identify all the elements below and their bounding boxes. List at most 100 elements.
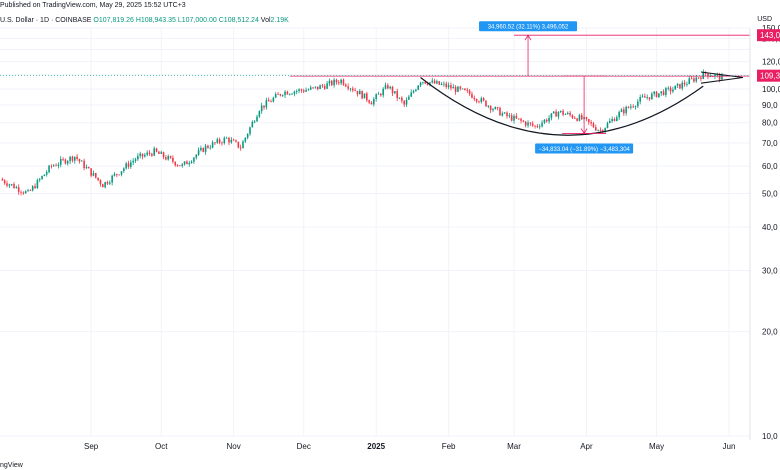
candle-body <box>52 165 55 167</box>
candle-body <box>359 90 361 95</box>
candle-body <box>573 117 576 119</box>
candle-body <box>408 96 410 100</box>
candle-body <box>237 141 240 148</box>
candle-body <box>517 118 520 120</box>
candle-body <box>15 187 18 189</box>
candle-body <box>214 142 216 144</box>
candle-body <box>211 142 214 148</box>
candle-body <box>373 98 375 105</box>
candle-body <box>513 115 515 121</box>
candle-body <box>454 86 457 92</box>
candle-body <box>594 127 597 131</box>
candle-body <box>293 91 296 94</box>
candle-body <box>627 106 630 108</box>
candle-body <box>417 85 420 90</box>
candle-body <box>382 88 384 96</box>
candle-body <box>639 97 641 102</box>
x-tick-label: 2025 <box>367 442 385 451</box>
candle-body <box>648 97 651 100</box>
candle-body <box>333 79 335 86</box>
candle-body <box>186 161 188 165</box>
current-price-tag: 109,3 <box>760 72 780 81</box>
candle-body <box>232 139 235 141</box>
candle-body <box>606 123 609 128</box>
candle-body <box>702 71 705 79</box>
candle-body <box>538 126 541 128</box>
y-tick-label: 60,0 <box>762 162 778 171</box>
candle-body <box>433 80 436 84</box>
candle-body <box>349 88 352 90</box>
candle-body <box>387 85 389 89</box>
candle-body <box>389 86 391 89</box>
candle-body <box>31 186 34 191</box>
candle-body <box>707 73 709 77</box>
candle-body <box>249 127 251 134</box>
candle-body <box>375 94 377 99</box>
candle-body <box>158 151 160 154</box>
candle-body <box>609 121 611 124</box>
measure-arrowhead <box>524 34 532 41</box>
candle-body <box>272 97 275 102</box>
candle-body <box>674 85 677 90</box>
candle-body <box>672 89 674 92</box>
candle-body <box>109 182 111 184</box>
candle-body <box>482 98 485 101</box>
candle-body <box>302 90 305 92</box>
candle-body <box>515 115 518 119</box>
candle-body <box>352 88 354 91</box>
candle-body <box>452 86 455 89</box>
candle-body <box>17 187 20 192</box>
candle-body <box>480 98 483 103</box>
candle-body <box>697 77 700 79</box>
y-tick-label: 120,0 <box>762 58 780 67</box>
candle-body <box>263 105 265 108</box>
candle-body <box>314 86 317 88</box>
candle-body <box>326 83 328 89</box>
candle-body <box>592 123 595 128</box>
symbol-ohlc-bar: U.S. Dollar · 1D · COINBASE O107,819.26 … <box>0 16 289 25</box>
candle-body <box>398 97 401 99</box>
candle-body <box>258 111 261 117</box>
candle-body <box>181 164 184 167</box>
candle-body <box>401 97 403 101</box>
candle-body <box>658 93 660 98</box>
candle-body <box>279 94 282 96</box>
candle-body <box>604 127 606 132</box>
candle-body <box>43 174 46 177</box>
candle-body <box>57 164 60 166</box>
candle-body <box>613 119 616 122</box>
candle-body <box>718 74 721 80</box>
x-tick-label: Apr <box>580 442 593 451</box>
candle-body <box>501 113 504 116</box>
candle-body <box>27 190 29 192</box>
candle-body <box>277 93 279 95</box>
candle-body <box>426 83 429 85</box>
candle-body <box>665 88 667 96</box>
candle-body <box>447 85 450 88</box>
candle-body <box>361 90 363 99</box>
candle-body <box>436 81 438 84</box>
candle-body <box>146 152 148 155</box>
candle-body <box>330 80 333 86</box>
candle-body <box>536 126 539 127</box>
candle-body <box>309 87 312 90</box>
x-tick-label: May <box>649 442 664 451</box>
candle-body <box>251 121 254 128</box>
candle-body <box>690 78 693 80</box>
candle-body <box>120 171 123 175</box>
candle-body <box>700 77 702 79</box>
candle-body <box>141 153 144 157</box>
candle-body <box>209 147 212 149</box>
candle-body <box>321 85 324 87</box>
candle-body <box>260 105 263 112</box>
candle-body <box>475 99 478 102</box>
candle-body <box>20 191 22 193</box>
candle-body <box>410 92 413 97</box>
candle-body <box>197 150 200 155</box>
candle-body <box>22 192 25 194</box>
candle-body <box>403 100 406 105</box>
candle-body <box>169 156 172 158</box>
candle-body <box>223 137 226 144</box>
candle-body <box>443 83 445 85</box>
